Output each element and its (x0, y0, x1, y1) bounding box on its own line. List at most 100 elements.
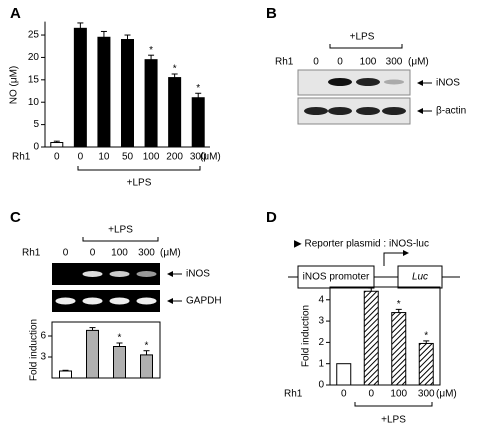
bracket (354, 402, 433, 407)
row-label: Rh1 (275, 57, 294, 68)
x-tick-label: 100 (111, 248, 128, 259)
x-tick-label: 0 (63, 248, 69, 259)
band-label: iNOS (186, 269, 210, 280)
y-axis-label: NO (μM) (9, 66, 20, 105)
band-label: iNOS (436, 78, 460, 89)
group-label: +LPS (350, 32, 375, 43)
panel-label: D (266, 209, 277, 226)
bar (97, 36, 111, 148)
x-tick-label: 300 (190, 152, 207, 163)
promoter-label: iNOS promoter (303, 272, 370, 283)
unit-label: (μM) (200, 152, 221, 163)
bar (391, 312, 407, 386)
bar (113, 346, 126, 379)
band-label: β-actin (436, 106, 466, 117)
band (384, 79, 404, 85)
bar (59, 370, 72, 379)
x-tick-label: 50 (122, 152, 134, 163)
panel-label: B (266, 5, 277, 22)
band (109, 271, 130, 277)
significance-marker: * (118, 333, 122, 344)
gel (52, 263, 160, 285)
x-tick-label: 100 (390, 389, 407, 400)
unit-label: (μM) (408, 57, 429, 68)
group-label: +LPS (108, 225, 133, 236)
plot-frame (329, 286, 441, 386)
x-tick-label: 300 (138, 248, 155, 259)
x-tick-label: 300 (418, 389, 435, 400)
band (82, 271, 103, 277)
y-tick-label: 3 (318, 316, 324, 327)
bar (73, 27, 87, 148)
band (304, 107, 328, 115)
y-tick-label: 0 (33, 142, 39, 153)
panel-label: A (10, 5, 21, 22)
bar (121, 39, 134, 148)
lane-label: 300 (386, 57, 403, 68)
significance-marker: * (424, 331, 428, 342)
y-tick-label: 0 (318, 380, 324, 391)
bracket (329, 44, 403, 49)
significance-marker: * (397, 299, 401, 310)
bracket (77, 166, 201, 171)
lane-label: 100 (360, 57, 377, 68)
bar (191, 97, 205, 148)
row-label: Rh1 (12, 152, 31, 163)
x-tick-label: 200 (166, 152, 183, 163)
lane-label: 0 (337, 57, 343, 68)
band (82, 297, 103, 305)
significance-marker: * (173, 64, 177, 75)
row-label: Rh1 (22, 248, 41, 259)
band (109, 297, 130, 305)
gene-box (397, 265, 443, 289)
significance-marker: * (145, 340, 149, 351)
bar (140, 354, 153, 379)
construct-title: ▶ Reporter plasmid : iNOS-luc (294, 239, 429, 250)
y-axis-label: Fold induction (29, 319, 40, 381)
bar (50, 142, 64, 148)
lane-label: 0 (313, 57, 319, 68)
x-tick-label: 0 (341, 389, 347, 400)
unit-label: (μM) (436, 389, 457, 400)
y-axis-label: Fold induction (301, 305, 312, 367)
band (356, 107, 380, 115)
y-tick-label: 2 (318, 337, 324, 348)
bar (418, 342, 434, 386)
y-tick-label: 6 (40, 331, 46, 342)
gel (52, 290, 160, 312)
y-tick-label: 15 (28, 74, 40, 85)
band (328, 107, 352, 115)
bar (336, 363, 352, 386)
y-tick-label: 4 (318, 294, 324, 305)
y-tick-label: 25 (28, 30, 40, 41)
bar (86, 329, 99, 379)
y-tick-label: 3 (40, 352, 46, 363)
x-tick-label: 0 (368, 389, 374, 400)
gene-label: Luc (412, 272, 428, 283)
promoter-box (297, 265, 375, 289)
group-label: +LPS (381, 415, 406, 426)
tss-arrow (383, 250, 409, 266)
unit-label: (μM) (160, 248, 181, 259)
x-tick-label: 0 (54, 152, 60, 163)
x-tick-label: 10 (98, 152, 110, 163)
y-tick-label: 20 (28, 52, 40, 63)
x-tick-label: 0 (78, 152, 84, 163)
plot-frame (51, 321, 161, 379)
y-tick-label: 10 (28, 97, 40, 108)
significance-marker: * (149, 45, 153, 56)
band (382, 107, 406, 115)
band (136, 271, 157, 277)
y-tick-label: 1 (318, 358, 324, 369)
bar (168, 77, 182, 148)
significance-marker: * (196, 83, 200, 94)
row-label: Rh1 (284, 389, 303, 400)
panel-label: C (10, 209, 21, 226)
bracket (82, 237, 159, 242)
band (356, 78, 380, 86)
band (55, 297, 76, 305)
bar (144, 59, 158, 148)
band (328, 78, 352, 86)
x-tick-label: 100 (143, 152, 160, 163)
